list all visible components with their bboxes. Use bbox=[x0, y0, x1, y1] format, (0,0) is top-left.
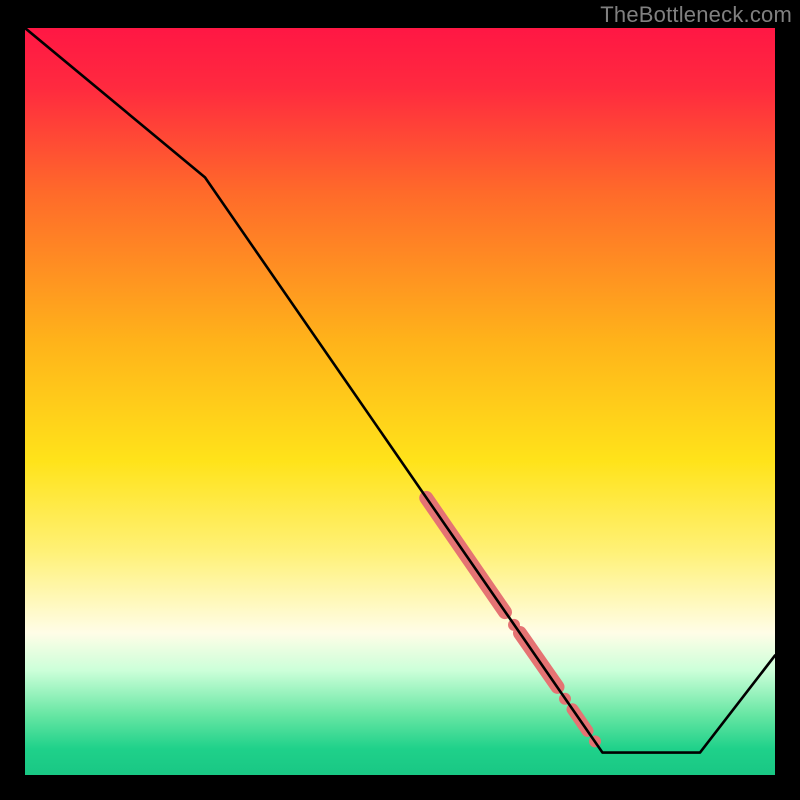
chart-container: TheBottleneck.com bbox=[0, 0, 800, 800]
data-curve bbox=[25, 28, 775, 753]
chart-svg bbox=[25, 28, 775, 775]
plot-area bbox=[25, 28, 775, 775]
branding-text: TheBottleneck.com bbox=[600, 2, 792, 28]
